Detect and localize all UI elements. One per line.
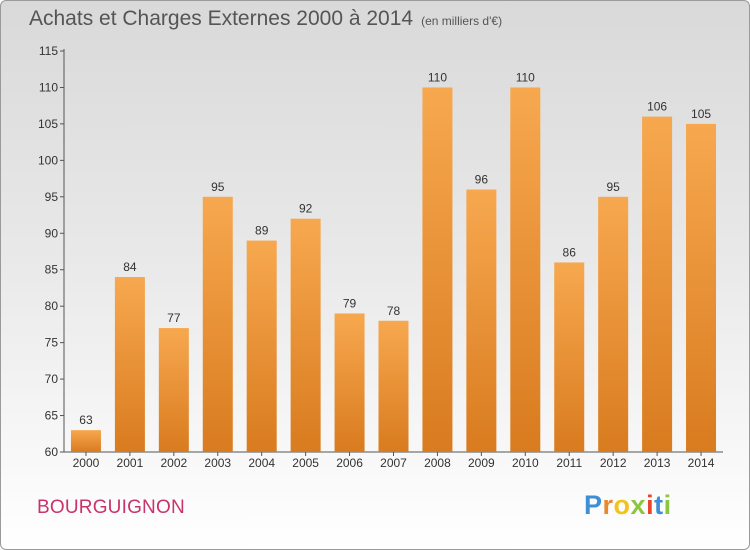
y-tick-label: 70: [45, 372, 59, 386]
y-tick-label: 80: [45, 299, 59, 313]
bar: [334, 313, 365, 452]
bar: [246, 240, 277, 452]
logo-letter: r: [602, 490, 614, 520]
logo-letter: x: [630, 490, 647, 520]
data-label: 86: [563, 245, 577, 259]
logo-letter: t: [654, 490, 664, 520]
x-tick-label: 2012: [600, 456, 627, 470]
y-tick-label: 115: [39, 44, 58, 58]
bar: [114, 277, 145, 452]
x-tick-label: 2001: [117, 456, 144, 470]
bar: [158, 328, 189, 452]
y-tick-label: 110: [39, 80, 58, 94]
chart-title: Achats et Charges Externes 2000 à 2014 (e…: [29, 7, 502, 31]
logo-letter: i: [663, 490, 672, 520]
x-tick-label: 2013: [644, 456, 671, 470]
data-labels: 63 84 77 95 89 92 79 78 110 96 110 86 95 106 105: [79, 70, 711, 427]
x-tick-label: 2010: [512, 456, 539, 470]
y-tick-label: 85: [45, 263, 59, 277]
y-tick-label: 75: [45, 336, 59, 350]
x-axis: 2000 2001 2002 2003 2004 2005 2006 2007 2008 2009…: [64, 451, 723, 470]
x-tick-label: 2008: [424, 456, 451, 470]
y-tick-label: 65: [45, 409, 59, 423]
bars: [70, 87, 717, 453]
x-tick-label: 2000: [73, 456, 100, 470]
y-tick-label: 90: [45, 226, 59, 240]
x-tick-label: 2007: [380, 456, 407, 470]
logo-letter: o: [613, 490, 631, 520]
bar: [598, 196, 629, 452]
y-tick-label: 105: [38, 117, 58, 131]
x-tick-label: 2006: [336, 456, 363, 470]
bar: [378, 320, 409, 452]
data-label: 110: [428, 70, 447, 84]
bar: [202, 196, 233, 452]
x-tick-label: 2002: [160, 456, 187, 470]
x-tick-label: 2004: [248, 456, 275, 470]
bar: [642, 116, 673, 453]
data-label: 95: [606, 180, 620, 194]
logo-letter: i: [646, 490, 655, 520]
x-tick-label: 2009: [468, 456, 495, 470]
x-tick-label: 2011: [556, 456, 582, 470]
data-label: 95: [211, 180, 225, 194]
bar: [686, 123, 717, 452]
bar: [70, 430, 101, 452]
data-label: 110: [516, 70, 535, 84]
data-label: 63: [79, 413, 93, 427]
chart-title-text: Achats et Charges Externes 2000 à 2014: [29, 7, 414, 30]
data-label: 78: [387, 304, 401, 318]
y-tick-label: 95: [45, 190, 59, 204]
bar: [290, 218, 321, 452]
data-label: 77: [167, 311, 181, 325]
x-tick-label: 2005: [292, 456, 319, 470]
x-tick-label: 2014: [688, 456, 715, 470]
x-tick-label: 2003: [204, 456, 231, 470]
data-label: 79: [343, 296, 357, 310]
data-label: 89: [255, 224, 269, 238]
data-label: 84: [123, 260, 137, 274]
chart-subtitle: (en milliers d'€): [421, 14, 503, 28]
bar: [422, 87, 453, 453]
y-tick-label: 60: [45, 445, 59, 459]
bar: [466, 189, 497, 452]
data-label: 105: [691, 107, 711, 121]
y-tick-label: 100: [38, 153, 58, 167]
logo-letter: P: [584, 490, 603, 520]
y-axis: 60 65 70 75 80 85 90 95 100 105 110 115: [38, 44, 65, 459]
data-label: 106: [647, 100, 667, 114]
data-label: 96: [475, 173, 489, 187]
proxiti-logo[interactable]: Proxiti: [584, 490, 672, 521]
commune-name: BOURGUIGNON: [37, 497, 185, 518]
data-label: 92: [299, 202, 313, 216]
bar: [554, 262, 585, 452]
bar: [510, 87, 541, 453]
